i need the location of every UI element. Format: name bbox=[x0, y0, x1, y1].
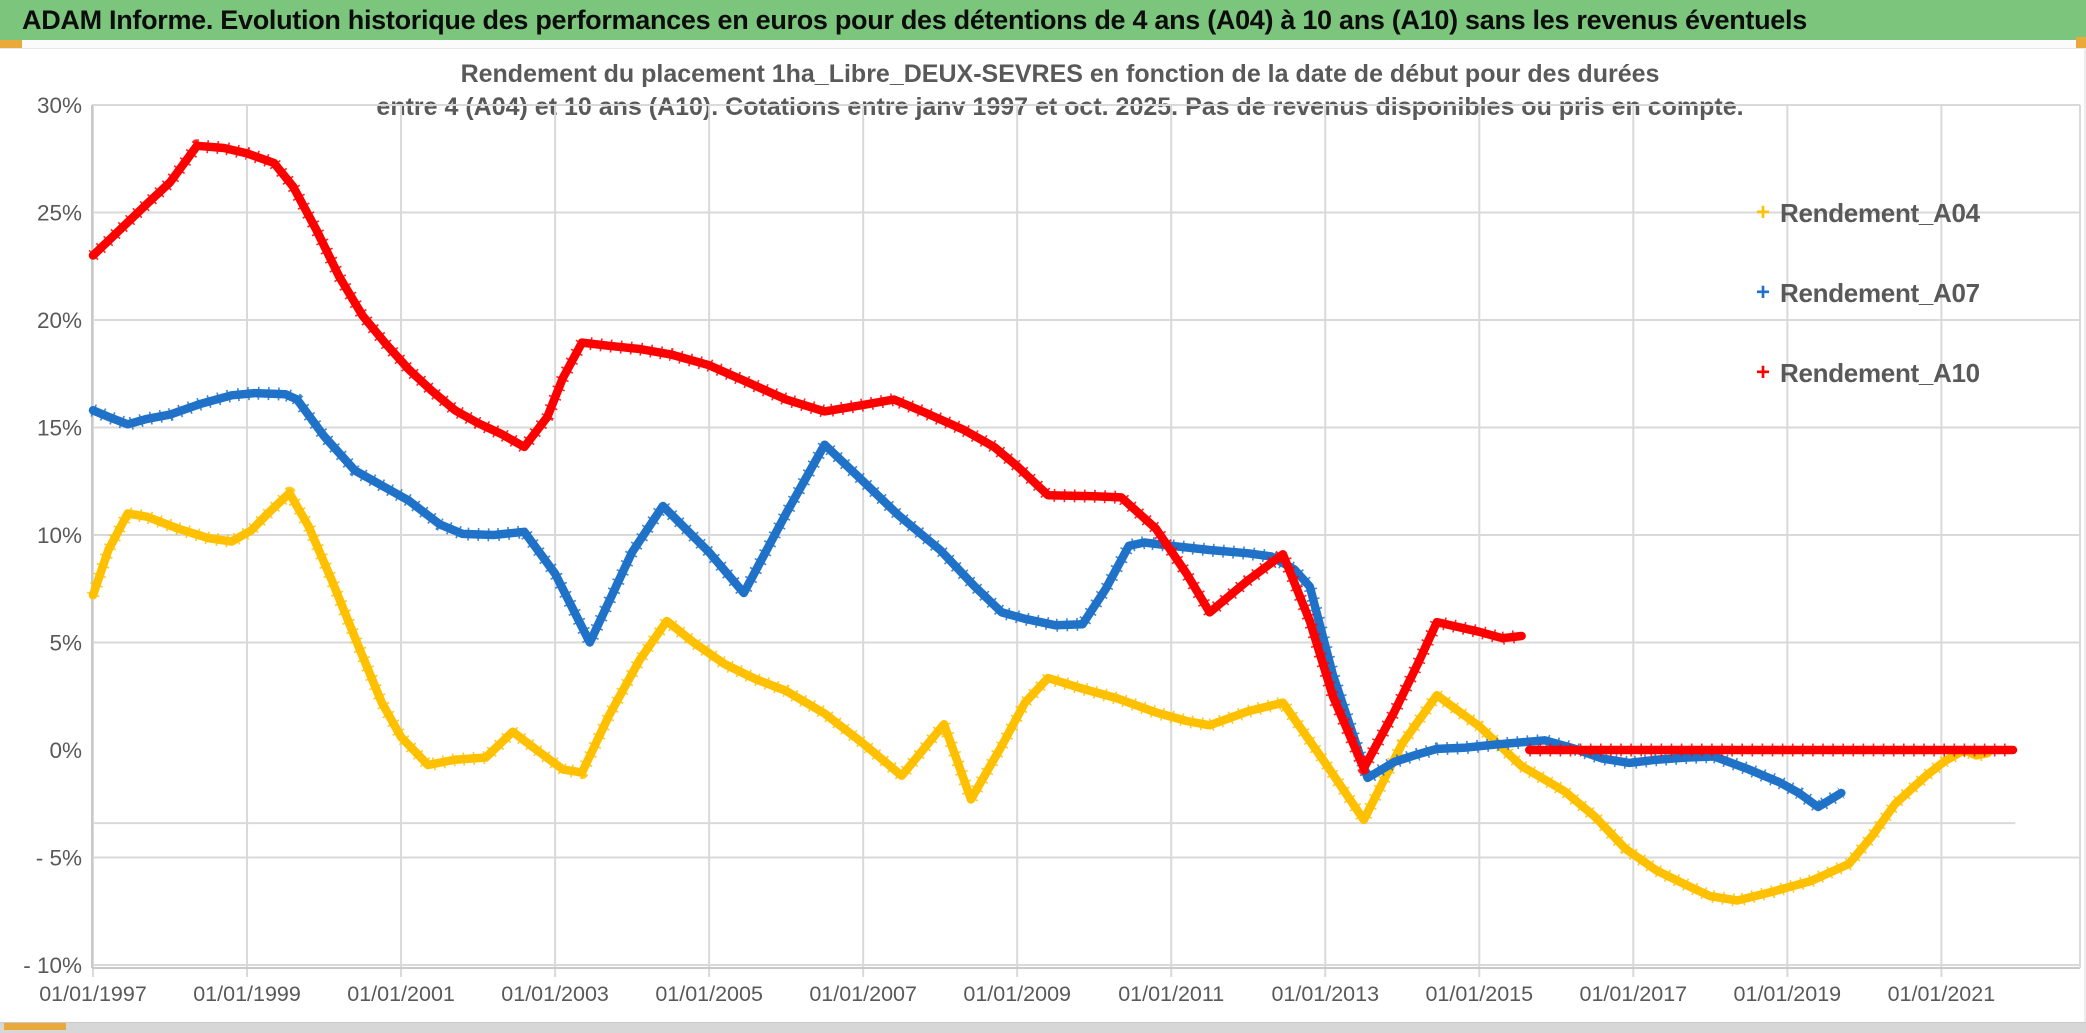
chart-legend: + Rendement_A04 + Rendement_A07 + Rendement_A… bbox=[1752, 196, 2082, 436]
vertical-gridlines bbox=[92, 105, 1943, 977]
y-tick-label: 0% bbox=[49, 738, 82, 763]
x-tick-label: 01/01/2015 bbox=[1425, 982, 1533, 1006]
gold-accent-top-left bbox=[0, 40, 22, 48]
x-tick-label: 01/01/2019 bbox=[1734, 982, 1842, 1006]
series-Rendement_A10[interactable] bbox=[88, 139, 1526, 775]
y-tick-label: 20% bbox=[37, 308, 82, 333]
series-Rendement_A04[interactable] bbox=[86, 486, 1992, 907]
y-tick-label: 10% bbox=[37, 523, 82, 548]
header-divider-strip bbox=[0, 40, 2086, 49]
series-marker-texture-Rendement_A04 bbox=[86, 486, 1989, 907]
x-tick-label: 01/01/2011 bbox=[1118, 982, 1224, 1006]
window-right-edge bbox=[2084, 48, 2086, 1022]
legend-plus-marker-icon: + bbox=[1755, 359, 1770, 386]
legend-label: Rendement_A10 bbox=[1780, 357, 1980, 388]
x-tick-label: 01/01/1999 bbox=[193, 982, 301, 1006]
series-line-Rendement_A10[interactable] bbox=[88, 141, 1526, 773]
gold-accent-bottom-left[interactable] bbox=[4, 1023, 66, 1030]
horizontal-gridlines bbox=[92, 104, 2080, 966]
x-tick-label: 01/01/2001 bbox=[347, 982, 455, 1006]
x-tick-label: 01/01/2017 bbox=[1580, 982, 1688, 1006]
legend-item-Rendement_A07[interactable]: + Rendement_A07 bbox=[1752, 276, 2082, 310]
series-line-Rendement_A04[interactable] bbox=[88, 488, 1992, 905]
y-tick-label: 25% bbox=[37, 201, 82, 226]
x-tick-label: 01/01/2009 bbox=[963, 982, 1071, 1006]
window-header: ADAM Informe. Evolution historique des p… bbox=[0, 0, 2086, 40]
bottom-scroll-strip[interactable] bbox=[0, 1022, 2086, 1033]
x-tick-label: 01/01/2021 bbox=[1888, 982, 1996, 1006]
x-axis-labels: 01/01/1997 01/01/1999 01/01/2001 01/01/2003… bbox=[39, 982, 1995, 1006]
series-marker-texture-Rendement_A10 bbox=[88, 139, 1523, 775]
series-marker-texture-Rendement_A07 bbox=[90, 386, 1845, 814]
chart-title: Rendement du placement 1ha_Libre_DEUX-SE… bbox=[280, 58, 1840, 124]
legend-item-Rendement_A10[interactable]: + Rendement_A10 bbox=[1752, 356, 2082, 390]
y-axis-labels: 30% 25% 20% 15% 10% 5% 0% - 5% - 10% bbox=[23, 93, 82, 978]
x-tick-label: 01/01/1997 bbox=[39, 982, 147, 1006]
y-tick-label: - 10% bbox=[23, 953, 82, 978]
legend-plus-marker-icon: + bbox=[1755, 279, 1770, 306]
y-tick-label: - 5% bbox=[36, 846, 82, 871]
legend-label: Rendement_A04 bbox=[1780, 197, 1980, 228]
x-tick-label: 01/01/2013 bbox=[1271, 982, 1379, 1006]
x-tick-label: 01/01/2005 bbox=[655, 982, 763, 1006]
chart-title-line1: Rendement du placement 1ha_Libre_DEUX-SE… bbox=[460, 60, 1660, 88]
window-title: ADAM Informe. Evolution historique des p… bbox=[22, 4, 1807, 35]
legend-plus-marker-icon: + bbox=[1755, 199, 1770, 226]
x-tick-label: 01/01/2003 bbox=[501, 982, 609, 1006]
y-tick-label: 5% bbox=[49, 631, 82, 656]
series-Rendement_A07[interactable] bbox=[88, 386, 1846, 814]
chart-title-line2: entre 4 (A04) et 10 ans (A10). Cotations… bbox=[376, 93, 1744, 121]
y-tick-label: 15% bbox=[37, 416, 82, 441]
y-tick-label: 30% bbox=[37, 93, 82, 118]
gold-accent-top-right bbox=[2076, 37, 2086, 48]
legend-item-Rendement_A04[interactable]: + Rendement_A04 bbox=[1752, 196, 2082, 230]
x-tick-label: 01/01/2007 bbox=[809, 982, 917, 1006]
legend-label: Rendement_A07 bbox=[1780, 277, 1980, 308]
